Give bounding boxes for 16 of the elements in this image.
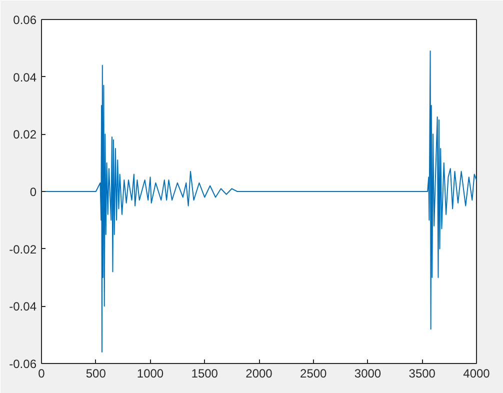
x-tick-label: 0 — [38, 366, 46, 380]
y-tick-label: 0 — [30, 185, 37, 199]
x-tick-label: 1000 — [136, 366, 164, 380]
y-tick-label: -0.02 — [9, 242, 37, 256]
x-tick-label: 2000 — [246, 366, 273, 380]
x-tick-label: 4000 — [463, 366, 490, 380]
x-tick-label: 500 — [86, 366, 106, 380]
y-tick-label: 0.04 — [13, 70, 37, 84]
x-tick-label: 3500 — [408, 366, 436, 380]
x-tick-label: 1500 — [191, 366, 218, 380]
x-tick-label: 3000 — [354, 366, 382, 380]
y-tick-label: -0.06 — [9, 357, 37, 371]
y-tick-label: -0.04 — [9, 300, 37, 314]
x-tick-label: 2500 — [300, 366, 328, 380]
y-tick-label: 0.02 — [13, 128, 37, 142]
y-tick-label: 0.06 — [13, 13, 37, 27]
